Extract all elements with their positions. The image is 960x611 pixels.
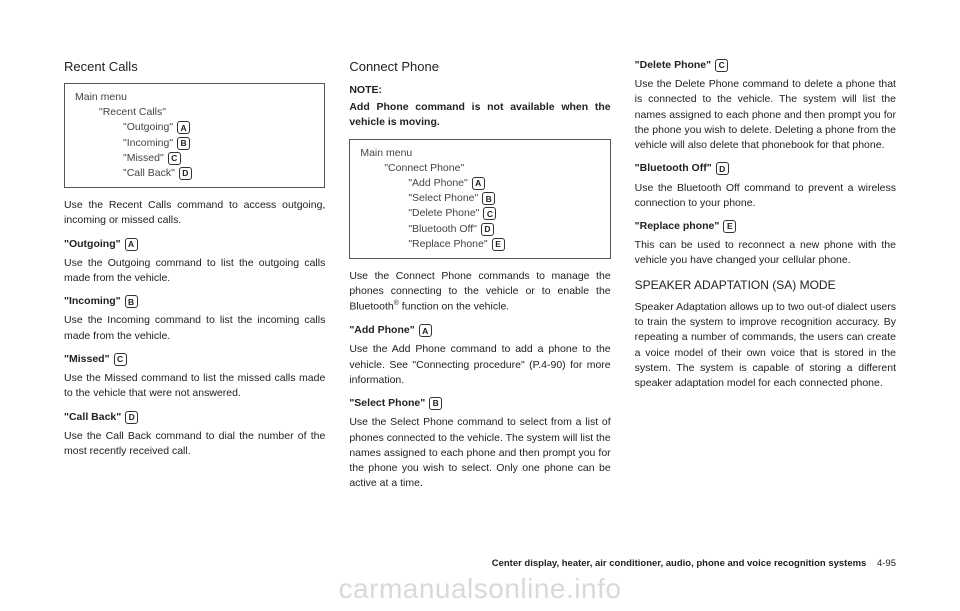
term-heading: "Add Phone" A xyxy=(349,323,610,338)
term-body: Use the Missed command to list the misse… xyxy=(64,371,325,401)
term-name: "Missed" xyxy=(64,352,110,367)
badge-icon: D xyxy=(481,223,494,236)
badge-icon: C xyxy=(483,207,496,220)
term-heading: "Replace phone"E xyxy=(635,219,896,234)
term-heading: "Bluetooth Off" D xyxy=(635,161,896,176)
page-content: Recent Calls Main menu "Recent Calls" "O… xyxy=(0,0,960,539)
badge-icon: B xyxy=(125,295,138,308)
badge-icon: D xyxy=(125,411,138,424)
menu-item: "Bluetooth Off" D xyxy=(360,222,599,237)
menu-item-label: "Delete Phone" xyxy=(408,206,479,221)
menu-main: Main menu xyxy=(360,146,599,161)
term-name: "Incoming" xyxy=(64,294,121,309)
menu-item: "Delete Phone" C xyxy=(360,206,599,221)
menu-item-label: "Replace Phone" xyxy=(408,237,487,252)
page-footer: Center display, heater, air conditioner,… xyxy=(492,558,896,569)
badge-icon: B xyxy=(429,397,442,410)
badge-icon: A xyxy=(177,121,190,134)
menu-item: "Missed" C xyxy=(75,151,314,166)
term-name: "Outgoing" xyxy=(64,237,121,252)
badge-icon: E xyxy=(723,220,736,233)
badge-icon: A xyxy=(472,177,485,190)
term-body: Use the Select Phone command to select f… xyxy=(349,415,610,491)
term-name: "Replace phone" xyxy=(635,219,720,234)
badge-icon: A xyxy=(125,238,138,251)
menu-item: "Add Phone" A xyxy=(360,176,599,191)
footer-text: Center display, heater, air conditioner,… xyxy=(492,558,867,569)
term-heading: "Missed" C xyxy=(64,352,325,367)
recent-calls-title: Recent Calls xyxy=(64,58,325,77)
badge-icon: D xyxy=(179,167,192,180)
menu-item-label: "Select Phone" xyxy=(408,191,478,206)
term-name: "Bluetooth Off" xyxy=(635,161,712,176)
watermark: carmanualsonline.info xyxy=(0,573,960,605)
term-name: "Select Phone" xyxy=(349,396,425,411)
menu-item-label: "Outgoing" xyxy=(123,120,173,135)
column-2: Connect Phone NOTE: Add Phone command is… xyxy=(349,58,610,499)
term-heading: "Incoming" B xyxy=(64,294,325,309)
column-1: Recent Calls Main menu "Recent Calls" "O… xyxy=(64,58,325,499)
term-body: This can be used to reconnect a new phon… xyxy=(635,238,896,268)
menu-item: "Incoming" B xyxy=(75,136,314,151)
menu-item: "Select Phone" B xyxy=(360,191,599,206)
term-heading: "Delete Phone" C xyxy=(635,58,896,73)
menu-item: "Outgoing" A xyxy=(75,120,314,135)
column-3: "Delete Phone" C Use the Delete Phone com… xyxy=(635,58,896,499)
term-body: Use the Incoming command to list the inc… xyxy=(64,313,325,343)
menu-sub: "Connect Phone" xyxy=(360,161,599,176)
term-body: Use the Outgoing command to list the out… xyxy=(64,256,325,286)
term-name: "Delete Phone" xyxy=(635,58,711,73)
menu-item-label: "Call Back" xyxy=(123,166,175,181)
note-body: Add Phone command is not available when … xyxy=(349,100,610,130)
menu-item: "Call Back" D xyxy=(75,166,314,181)
menu-item-label: "Missed" xyxy=(123,151,164,166)
term-name: "Add Phone" xyxy=(349,323,414,338)
badge-icon: E xyxy=(492,238,505,251)
badge-icon: C xyxy=(715,59,728,72)
menu-sub: "Recent Calls" xyxy=(75,105,314,120)
badge-icon: C xyxy=(168,152,181,165)
menu-main: Main menu xyxy=(75,90,314,105)
term-body: Use the Delete Phone command to delete a… xyxy=(635,77,896,153)
badge-icon: B xyxy=(177,137,190,150)
note-label: NOTE: xyxy=(349,83,610,98)
term-name: "Call Back" xyxy=(64,410,121,425)
badge-icon: A xyxy=(419,324,432,337)
term-body: Use the Bluetooth Off command to prevent… xyxy=(635,181,896,211)
menu-item-label: "Bluetooth Off" xyxy=(408,222,477,237)
speaker-adaptation-body: Speaker Adaptation allows up to two out-… xyxy=(635,300,896,391)
term-body: Use the Call Back command to dial the nu… xyxy=(64,429,325,459)
intro-part-b: function on the vehicle. xyxy=(399,301,509,313)
connect-phone-title: Connect Phone xyxy=(349,58,610,77)
badge-icon: B xyxy=(482,192,495,205)
menu-item: "Replace Phone" E xyxy=(360,237,599,252)
page-number: 4-95 xyxy=(877,558,896,569)
badge-icon: C xyxy=(114,353,127,366)
term-heading: "Call Back" D xyxy=(64,410,325,425)
term-heading: "Select Phone" B xyxy=(349,396,610,411)
speaker-adaptation-title: SPEAKER ADAPTATION (SA) MODE xyxy=(635,277,896,294)
term-body: Use the Add Phone command to add a phone… xyxy=(349,342,610,388)
badge-icon: D xyxy=(716,162,729,175)
connect-phone-menu: Main menu "Connect Phone" "Add Phone" A "… xyxy=(349,139,610,260)
term-heading: "Outgoing" A xyxy=(64,237,325,252)
menu-item-label: "Add Phone" xyxy=(408,176,467,191)
menu-item-label: "Incoming" xyxy=(123,136,173,151)
recent-calls-intro: Use the Recent Calls command to access o… xyxy=(64,198,325,228)
connect-phone-intro: Use the Connect Phone commands to manage… xyxy=(349,269,610,315)
recent-calls-menu: Main menu "Recent Calls" "Outgoing" A "In… xyxy=(64,83,325,188)
